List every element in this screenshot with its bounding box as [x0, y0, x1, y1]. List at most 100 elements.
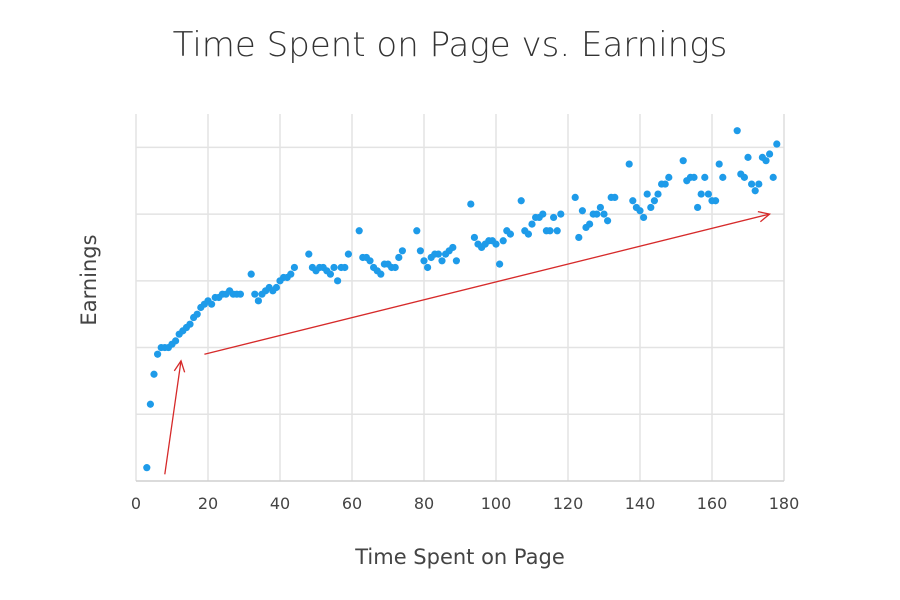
- x-tick-label: 160: [697, 494, 728, 513]
- data-point: [434, 250, 442, 258]
- data-point: [290, 263, 298, 272]
- data-point: [611, 193, 619, 202]
- data-point: [629, 197, 637, 205]
- data-point: [146, 400, 154, 408]
- x-tick-label: 80: [414, 494, 434, 513]
- data-point: [154, 350, 162, 358]
- x-tick-label: 180: [769, 494, 800, 513]
- grid: [135, 114, 785, 482]
- data-point: [546, 227, 554, 235]
- x-tick-label: 0: [131, 494, 141, 513]
- data-point: [341, 263, 349, 272]
- data-point: [492, 240, 500, 248]
- data-point: [517, 197, 525, 205]
- data-point: [755, 180, 763, 188]
- data-point: [452, 257, 460, 265]
- data-point: [586, 220, 594, 228]
- annotation-arrow-line: [164, 360, 182, 475]
- data-point: [247, 270, 255, 278]
- data-point: [762, 157, 770, 165]
- data-point: [355, 227, 363, 235]
- data-point: [701, 173, 709, 181]
- data-point: [625, 160, 633, 168]
- data-point: [600, 210, 608, 218]
- data-point: [690, 173, 698, 181]
- data-point: [305, 250, 313, 258]
- data-point: [344, 250, 352, 258]
- data-point: [391, 263, 399, 272]
- x-tick-label: 60: [342, 494, 362, 513]
- data-point: [251, 290, 259, 298]
- x-tick-label: 140: [625, 494, 656, 513]
- data-point: [208, 300, 216, 308]
- data-point: [704, 190, 713, 198]
- data-point: [575, 233, 583, 242]
- data-point: [398, 247, 406, 255]
- data-point: [366, 257, 374, 265]
- data-point: [172, 337, 180, 345]
- data-point: [578, 207, 587, 215]
- x-tick-label: 40: [270, 494, 290, 513]
- data-point: [740, 173, 749, 181]
- data-point: [679, 157, 687, 165]
- data-point: [604, 217, 612, 225]
- data-point: [744, 153, 752, 161]
- data-point: [654, 190, 662, 198]
- data-point: [438, 257, 446, 265]
- x-tick-label: 20: [198, 494, 218, 513]
- data-point: [528, 220, 536, 228]
- data-point: [330, 263, 338, 272]
- data-point: [665, 173, 673, 181]
- data-point: [254, 297, 262, 305]
- x-axis-label: Time Spent on Page: [354, 545, 565, 569]
- chart-title: Time Spent on Page vs. Earnings: [173, 25, 728, 65]
- data-point: [287, 270, 295, 278]
- data-point: [571, 193, 579, 202]
- data-point: [748, 180, 756, 188]
- data-point: [496, 260, 504, 268]
- data-point: [236, 290, 244, 298]
- data-point: [650, 197, 659, 205]
- data-point: [643, 190, 651, 198]
- data-point: [470, 233, 478, 242]
- annotation-arrow-head: [173, 359, 186, 373]
- data-point: [719, 173, 727, 181]
- y-axis-label: Earnings: [77, 234, 101, 325]
- data-point: [715, 160, 723, 168]
- data-point: [150, 370, 158, 378]
- data-point: [596, 203, 605, 212]
- x-tick-label: 120: [553, 494, 584, 513]
- data-point: [449, 243, 457, 252]
- data-point: [506, 230, 514, 238]
- data-point: [395, 253, 403, 262]
- data-point: [647, 203, 655, 212]
- data-point: [769, 173, 777, 181]
- annotation-arrow-line: [204, 213, 770, 355]
- data-point: [424, 263, 432, 272]
- data-point: [766, 150, 774, 158]
- data-point: [186, 320, 194, 328]
- annotation-arrow-head: [757, 210, 772, 223]
- x-axis-ticks: 0 20 40 60 80 100 120 140 160 180: [131, 494, 799, 513]
- data-point: [733, 127, 741, 135]
- data-point: [712, 197, 720, 205]
- data-point: [524, 230, 533, 238]
- data-point: [272, 283, 280, 292]
- data-point: [640, 213, 648, 222]
- data-point: [751, 187, 759, 195]
- data-point: [539, 210, 547, 218]
- data-point: [636, 207, 644, 215]
- annotation-arrows: [164, 210, 772, 475]
- data-point: [334, 277, 342, 285]
- data-point: [326, 270, 334, 278]
- data-point: [467, 200, 475, 208]
- data-point: [553, 227, 561, 235]
- data-point: [413, 227, 421, 235]
- data-point: [661, 180, 669, 188]
- data-point: [143, 464, 151, 472]
- data-point: [557, 210, 565, 218]
- data-point: [499, 237, 507, 245]
- data-point: [697, 190, 705, 198]
